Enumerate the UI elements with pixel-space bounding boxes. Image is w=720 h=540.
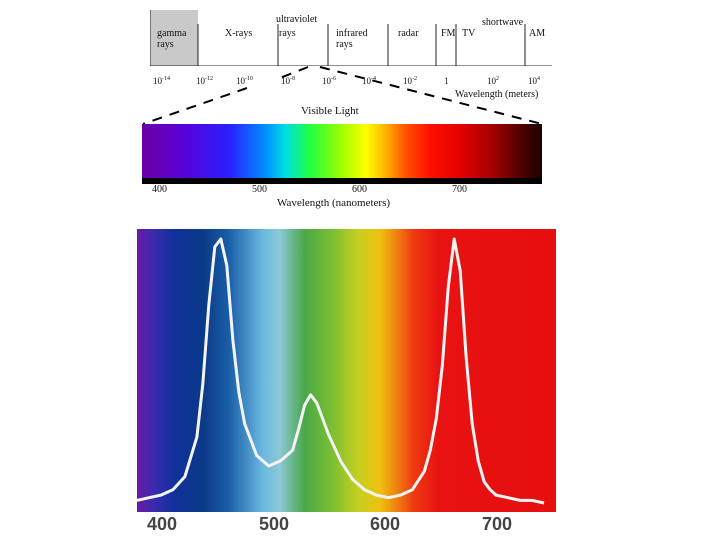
band-tv: TV (462, 28, 476, 39)
visible-light-axis-label: Wavelength (nanometers) (277, 197, 391, 209)
emission-spectrum-axis (137, 512, 556, 540)
em-tick-label: 10-8 (281, 76, 295, 86)
band-gamma-shade (150, 10, 198, 66)
em-tick-label: 10-12 (196, 76, 213, 86)
em-tick-label: 10-2 (403, 76, 417, 86)
visible-light-bar (142, 124, 542, 178)
em-tick-label: 10-6 (322, 76, 336, 86)
emission-spectrum-background (137, 229, 556, 512)
label-shortwave: shortwave (482, 17, 524, 28)
visible-light-axis (142, 178, 542, 184)
em-tick-label: 1 (444, 76, 449, 86)
band-uv-rays: rays (279, 28, 296, 39)
band-infrared-rays: infrared rays (336, 28, 368, 50)
em-tick-label: 104 (528, 76, 540, 86)
band-am: AM (529, 28, 546, 39)
visible-tick-700: 700 (452, 184, 467, 195)
spectrum-tick-600: 600 (370, 514, 401, 534)
band-ir-shade (320, 10, 330, 66)
spectrum-tick-500: 500 (259, 514, 290, 534)
spectrum-tick-700: 700 (482, 514, 513, 534)
visible-light-title: Visible Light (301, 105, 359, 117)
spectrum-tick-400: 400 (147, 514, 178, 534)
label-ultraviolet: ultraviolet (276, 14, 318, 25)
band-radar: radar (398, 28, 419, 39)
em-scale-frame (150, 10, 552, 66)
emission-curve (137, 237, 545, 505)
em-axis-label: Wavelength (meters) (455, 89, 539, 100)
visible-tick-500: 500 (252, 184, 267, 195)
em-tick-label: 10-4 (362, 76, 376, 86)
visible-tick-400: 400 (152, 184, 167, 195)
band-fm: FM (441, 28, 456, 39)
emission-spectrum-chart (137, 237, 545, 505)
em-tick-label: 10-14 (153, 76, 170, 86)
zoom-lines (142, 66, 543, 125)
em-tick-label: 10-10 (236, 76, 253, 86)
em-tick-label: 102 (487, 76, 499, 86)
visible-tick-600: 600 (352, 184, 367, 195)
band-gamma-rays: gamma rays (157, 28, 187, 50)
band-x-rays: X-rays (225, 28, 253, 39)
